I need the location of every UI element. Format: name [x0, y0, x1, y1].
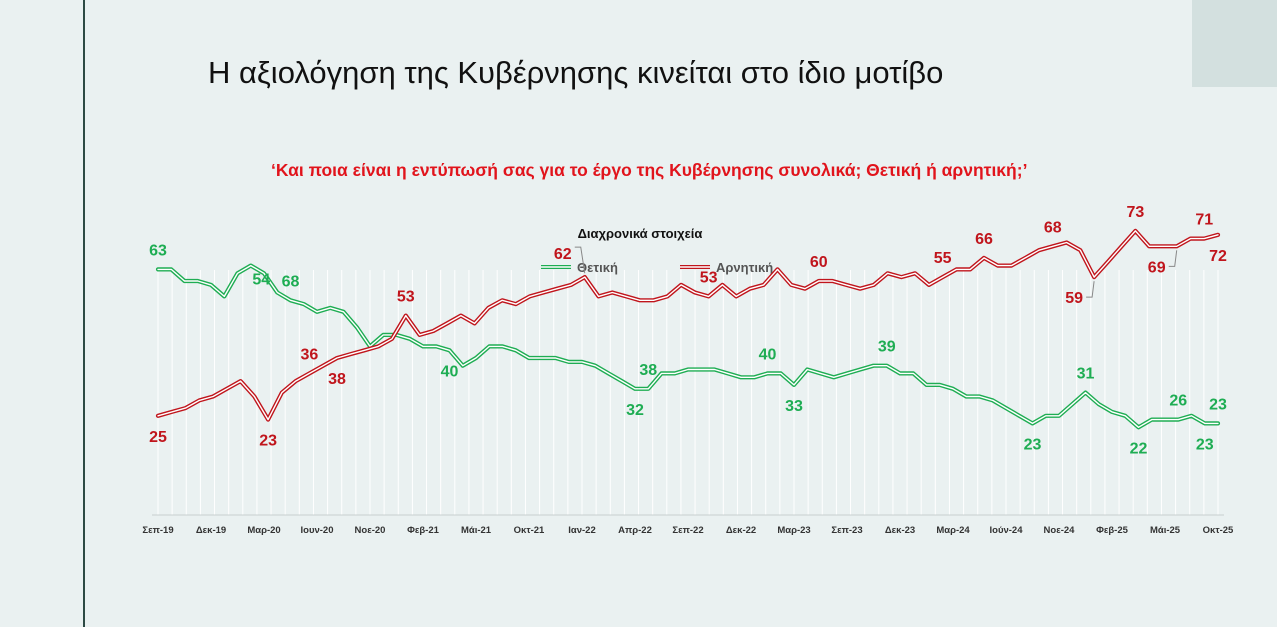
data-label-negative: 53 — [700, 269, 718, 286]
data-label-negative: 71 — [1195, 212, 1213, 229]
x-tick-label: Ιαν-22 — [568, 525, 596, 536]
data-label-positive: 23 — [1196, 436, 1214, 453]
legend-label-negative: Αρνητική — [716, 260, 773, 275]
data-label-positive: 40 — [759, 346, 777, 363]
data-label-positive: 54 — [252, 272, 270, 289]
legend-label-positive: Θετική — [577, 260, 618, 275]
x-tick-label: Δεκ-23 — [885, 525, 915, 536]
x-tick-label: Δεκ-22 — [726, 525, 756, 536]
x-tick-label: Φεβ-25 — [1096, 525, 1129, 536]
left-accent-rule — [83, 0, 85, 627]
data-label-positive: 33 — [785, 398, 803, 415]
x-tick-label: Μαρ-23 — [777, 525, 810, 536]
x-tick-label: Δεκ-19 — [196, 525, 226, 536]
x-tick-label: Οκτ-21 — [514, 525, 545, 536]
x-tick-label: Νοε-20 — [355, 525, 386, 536]
series-line-positive-highlight — [157, 264, 1219, 428]
data-label-positive: 22 — [1130, 440, 1148, 457]
data-label-negative: 55 — [934, 250, 952, 267]
data-label-negative: 53 — [397, 289, 415, 306]
survey-question: ‘Και ποια είναι η εντύπωσή σας για το έρ… — [271, 160, 1028, 180]
slide-title: Η αξιολόγηση της Κυβέρνησης κινείται στο… — [208, 55, 944, 90]
x-tick-label: Μαρ-20 — [247, 525, 280, 536]
data-label-negative: 59 — [1065, 290, 1083, 307]
leader-line — [1086, 281, 1095, 298]
data-label-positive: 23 — [1209, 396, 1227, 413]
x-tick-label: Σεπ-19 — [142, 525, 173, 536]
x-tick-label: Νοε-24 — [1044, 525, 1076, 536]
data-label-negative: 62 — [554, 246, 572, 263]
legend: Θετική Αρνητική — [541, 260, 773, 275]
x-tick-label: Μάι-21 — [461, 525, 492, 536]
data-label-negative: 73 — [1127, 204, 1145, 221]
data-label-positive: 68 — [282, 273, 300, 290]
data-label-negative: 38 — [328, 371, 346, 388]
data-label-positive: 32 — [626, 402, 644, 419]
data-label-positive: 26 — [1169, 393, 1187, 410]
data-label-positive: 23 — [1024, 436, 1042, 453]
x-tick-label: Σεπ-22 — [672, 525, 703, 536]
data-label-negative: 66 — [975, 231, 993, 248]
chart-grid — [157, 270, 1219, 515]
chart-title: Διαχρονικά στοιχεία — [578, 226, 703, 241]
data-label-negative: 23 — [259, 433, 277, 450]
x-tick-label: Σεπ-23 — [831, 525, 862, 536]
x-tick-label: Φεβ-21 — [407, 525, 440, 536]
x-tick-label: Ιούν-24 — [990, 525, 1024, 536]
series-line-negative-highlight — [157, 230, 1219, 421]
data-label-negative: 36 — [301, 346, 319, 363]
data-label-negative: 72 — [1209, 248, 1227, 265]
leader-line — [574, 246, 586, 274]
data-label-negative: 25 — [149, 429, 167, 446]
data-label-negative: 68 — [1044, 219, 1062, 236]
x-tick-label: Μαρ-24 — [936, 525, 970, 536]
data-label-negative: 69 — [1148, 259, 1166, 276]
data-label-positive: 39 — [878, 339, 896, 356]
corner-decoration — [1192, 0, 1277, 87]
x-tick-label: Απρ-22 — [618, 525, 652, 536]
x-tick-label: Μάι-25 — [1150, 525, 1181, 536]
data-label-positive: 31 — [1077, 366, 1095, 383]
series-line-negative — [155, 228, 1221, 422]
data-label-positive: 38 — [639, 362, 657, 379]
x-tick-label: Ιουν-20 — [301, 525, 334, 536]
data-label-negative: 60 — [810, 254, 828, 271]
data-label-positive: 63 — [149, 242, 167, 259]
data-label-positive: 40 — [441, 363, 459, 380]
leader-line — [1168, 250, 1178, 267]
x-tick-label: Οκτ-25 — [1203, 525, 1234, 536]
